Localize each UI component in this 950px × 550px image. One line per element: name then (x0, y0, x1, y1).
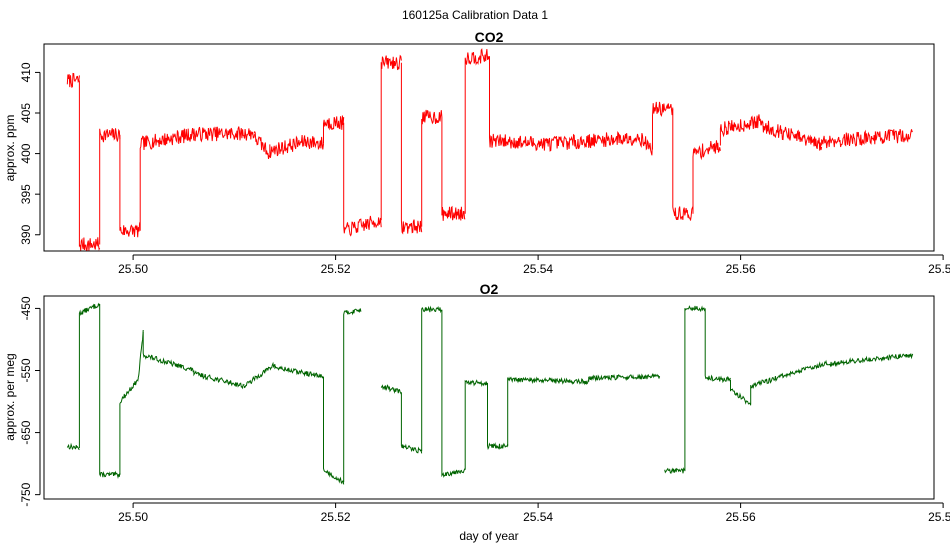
co2-series-line (193, 126, 256, 143)
co2-series-line (119, 134, 141, 238)
o2-y-tick-label: -650 (19, 420, 33, 444)
co2-x-tick-label: 25.52 (321, 262, 351, 276)
co2-series-line (638, 132, 653, 156)
o2-series-line (441, 309, 466, 478)
co2-series-line (380, 54, 402, 221)
o2-series-line (380, 384, 402, 395)
co2-data-series (66, 48, 913, 251)
figure-title: 160125a Calibration Data 1 (402, 8, 548, 22)
co2-panel: CO2 approx. ppm 25.50 25.52 25.54 25.56 25.5… (3, 29, 950, 276)
co2-series-line (99, 128, 121, 245)
o2-series-line (664, 467, 686, 474)
o2-y-tick-label: -750 (19, 482, 33, 506)
co2-x-tick-label: 25.58 (928, 262, 950, 276)
co2-x-tick-label: 25.56 (726, 262, 756, 276)
co2-series-line (672, 108, 694, 221)
co2-y-tick-label: 400 (19, 143, 33, 163)
o2-plot-frame (43, 295, 935, 500)
co2-series-line (652, 101, 674, 150)
co2-y-axis: 390 395 400 405 410 (19, 62, 41, 245)
o2-series-line (487, 382, 509, 451)
o2-y-tick-label: -450 (19, 296, 33, 320)
co2-series-line (489, 56, 549, 152)
co2-y-axis-label: approx. ppm (3, 115, 17, 182)
x-axis-label: day of year (459, 529, 518, 543)
co2-series-line (421, 109, 443, 227)
co2-series-line (78, 80, 101, 251)
o2-series-line (99, 304, 121, 479)
co2-series-line (464, 48, 490, 214)
co2-series-line (304, 136, 324, 151)
o2-x-axis: 25.50 25.52 25.54 25.56 25.58 (118, 502, 950, 524)
co2-x-tick-label: 25.54 (523, 262, 553, 276)
co2-series-line (692, 140, 721, 214)
o2-series-line (142, 332, 195, 373)
o2-y-tick-label: -550 (19, 358, 33, 382)
o2-x-tick-label: 25.56 (726, 510, 756, 524)
o2-y-axis-label: approx. per meg (3, 353, 17, 440)
co2-y-tick-label: 395 (19, 184, 33, 204)
o2-series-line (323, 376, 345, 485)
co2-y-tick-label: 405 (19, 103, 33, 123)
o2-series-line (704, 308, 731, 384)
co2-series-line (323, 115, 345, 144)
o2-series-line (684, 305, 706, 472)
o2-series-line (137, 329, 144, 380)
co2-series-line (760, 119, 823, 151)
co2-series-line (821, 128, 913, 149)
co2-series-line (719, 114, 762, 146)
o2-data-series (66, 302, 914, 485)
o2-series-line (274, 364, 324, 380)
o2-x-tick-label: 25.52 (321, 510, 351, 524)
co2-x-tick-label: 25.50 (118, 262, 148, 276)
co2-x-axis: 25.50 25.52 25.54 25.56 25.58 (118, 254, 950, 276)
co2-series-line (343, 122, 382, 237)
o2-series-line (730, 379, 752, 406)
o2-series-line (421, 305, 443, 452)
co2-panel-title: CO2 (475, 29, 504, 45)
co2-series-line (139, 128, 195, 231)
o2-x-tick-label: 25.58 (928, 510, 950, 524)
o2-series-line (78, 302, 101, 449)
o2-panel: O2 approx. per meg 25.50 25.52 25.54 25.56 2… (3, 281, 950, 524)
co2-series-line (269, 134, 306, 158)
co2-y-tick-label: 390 (19, 224, 33, 244)
o2-series-line (343, 308, 362, 483)
co2-y-tick-label: 410 (19, 62, 33, 82)
co2-series-line (547, 131, 640, 152)
o2-panel-title: O2 (480, 281, 499, 297)
co2-series-line (66, 72, 80, 88)
o2-y-axis: -750 -650 -550 -450 (19, 296, 41, 507)
o2-series-line (400, 392, 423, 454)
o2-series-line (193, 370, 245, 390)
co2-series-line (441, 117, 466, 221)
co2-series-line (400, 62, 423, 235)
co2-plot-frame (43, 43, 935, 252)
o2-series-line (750, 361, 823, 405)
o2-series-line (66, 442, 80, 451)
o2-x-tick-label: 25.50 (118, 510, 148, 524)
o2-series-line (507, 376, 590, 447)
o2-series-line (119, 379, 139, 475)
o2-series-line (244, 361, 276, 389)
o2-series-line (464, 379, 488, 470)
o2-series-line (821, 353, 914, 368)
co2-series-line (254, 131, 271, 160)
o2-series-line (588, 372, 661, 383)
o2-x-tick-label: 25.54 (523, 510, 553, 524)
